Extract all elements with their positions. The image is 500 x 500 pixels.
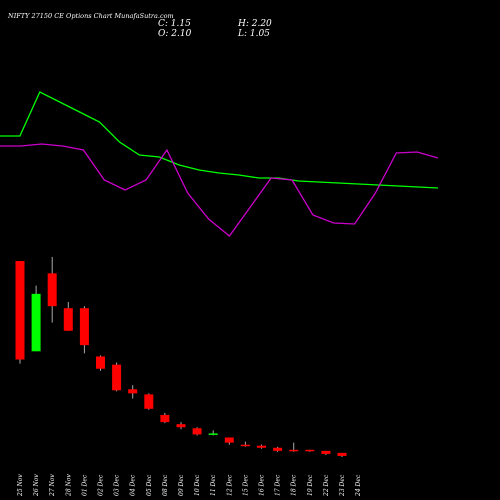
overlay-line-green xyxy=(0,91,439,189)
candle-body xyxy=(144,394,154,409)
candle-body xyxy=(321,450,331,454)
candle-body xyxy=(63,308,73,331)
x-tick-label: 02 Dec xyxy=(98,474,105,496)
x-tick-label: 08 Dec xyxy=(162,474,169,496)
x-tick-label: 28 Nov xyxy=(65,474,72,497)
low-value: L: 1.05 xyxy=(238,29,270,39)
x-tick-label: 04 Dec xyxy=(130,474,137,496)
x-tick-label: 18 Dec xyxy=(291,474,298,496)
x-tick-label: 10 Dec xyxy=(194,474,201,496)
x-tick-label: 12 Dec xyxy=(226,474,233,496)
candle-body xyxy=(47,273,57,307)
x-tick-label: 25 Nov xyxy=(17,474,24,497)
candle-body xyxy=(305,449,315,452)
open-value: O: 2.10 xyxy=(158,29,192,39)
candle-body xyxy=(112,364,122,391)
x-tick-label: 26 Nov xyxy=(33,474,40,497)
candle-body xyxy=(289,449,299,452)
close-value: C: 1.15 xyxy=(158,19,191,29)
x-tick-label: 15 Dec xyxy=(242,474,249,496)
candle-body xyxy=(273,447,283,451)
candle-body xyxy=(192,428,202,435)
x-tick-label: 19 Dec xyxy=(307,474,314,496)
x-tick-label: 22 Dec xyxy=(323,474,330,497)
candle-body xyxy=(240,444,250,447)
x-tick-label: 01 Dec xyxy=(81,474,88,496)
x-tick-label: 23 Dec xyxy=(339,474,346,497)
x-tick-label: 17 Dec xyxy=(275,474,282,496)
candle-body xyxy=(176,424,186,428)
overlay-line-magenta xyxy=(0,143,439,237)
x-tick-label: 09 Dec xyxy=(178,474,185,496)
chart-title: NIFTY 27150 CE Options Chart MunafaSutra… xyxy=(8,12,174,20)
x-tick-label: 24 Dec xyxy=(355,474,362,497)
candle-body xyxy=(337,452,347,456)
candle-body xyxy=(15,261,25,360)
high-value: H: 2.20 xyxy=(238,19,272,29)
candle-body xyxy=(160,414,170,423)
candle-body xyxy=(257,445,266,448)
x-tick-label: 16 Dec xyxy=(259,474,266,496)
candle-body xyxy=(224,437,234,443)
candle-body xyxy=(208,433,218,435)
x-tick-label: 11 Dec xyxy=(210,474,217,496)
x-tick-label: 27 Nov xyxy=(49,474,56,497)
candle-body xyxy=(79,308,89,346)
x-tick-label: 05 Dec xyxy=(146,474,153,496)
x-tick-label: 03 Dec xyxy=(114,474,121,496)
candle-body xyxy=(31,293,41,352)
candle-body xyxy=(128,389,138,394)
candle-body xyxy=(96,356,105,369)
